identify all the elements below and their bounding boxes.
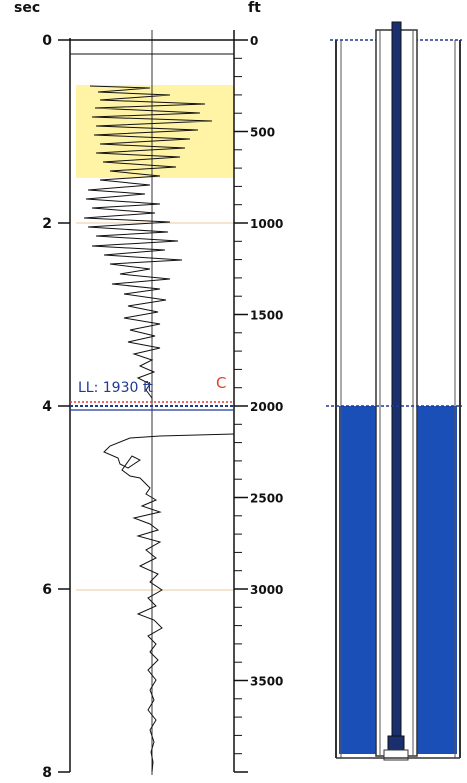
left-axis-tick-label: 4 (42, 399, 52, 415)
liquid-level-label: LL: 1930 ft (78, 380, 154, 396)
left-axis-tick-label: 6 (42, 582, 52, 598)
wellbore-diagram (326, 21, 462, 761)
pump-base (383, 749, 409, 761)
left-axis-tick-label: 8 (42, 765, 52, 781)
left-axis-tick-label: 0 (42, 33, 52, 49)
rod-string (391, 21, 402, 741)
acoustic-trace-upper (83, 85, 213, 399)
right-axis-tick-label: 3500 (250, 675, 283, 689)
right-axis-tick-label: 3000 (250, 583, 283, 597)
right-axis-tick-label: 500 (250, 126, 275, 140)
right-axis-tick-label: 2500 (250, 492, 283, 506)
pump (387, 735, 405, 751)
highlight-band (76, 85, 234, 178)
marker-c-label: C (216, 374, 226, 392)
right-axis-tick-label: 0 (250, 34, 258, 48)
right-axis-tick-label: 2000 (250, 400, 283, 414)
left-axis-ticks: 0 2 4 6 8 (42, 33, 70, 781)
right-axis-tick-label: 1000 (250, 217, 283, 231)
right-axis-unit: ft (248, 0, 261, 16)
left-axis-unit: sec (14, 0, 40, 16)
acoustic-trace-lower (103, 433, 235, 773)
right-axis-tick-label: 1500 (250, 309, 283, 323)
right-axis-ticks: 0 500 1000 1500 2000 2500 3000 3500 (234, 34, 283, 773)
left-axis-tick-label: 2 (42, 216, 52, 232)
